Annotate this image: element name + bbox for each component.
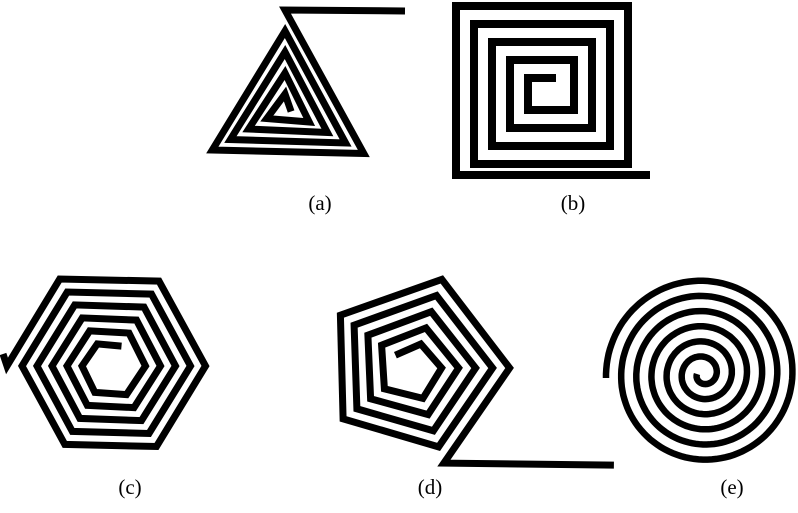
panel-b: (b) [452,2,650,215]
panel-e: (e) [602,277,796,499]
panel-d: (d) [336,275,614,499]
panel-a-label: (a) [308,191,331,215]
panel-b-label: (b) [561,191,586,215]
panel-c-label: (c) [118,475,141,499]
pentagon-spiral [336,275,614,469]
square-spiral [452,2,650,179]
circular-spiral [602,277,796,463]
hexagon-spiral [0,275,210,451]
panel-a: (a) [206,6,406,215]
panel-e-label: (e) [720,475,743,499]
panel-c: (c) [0,275,210,499]
panel-d-label: (d) [418,475,443,499]
triangle-spiral [206,6,406,158]
